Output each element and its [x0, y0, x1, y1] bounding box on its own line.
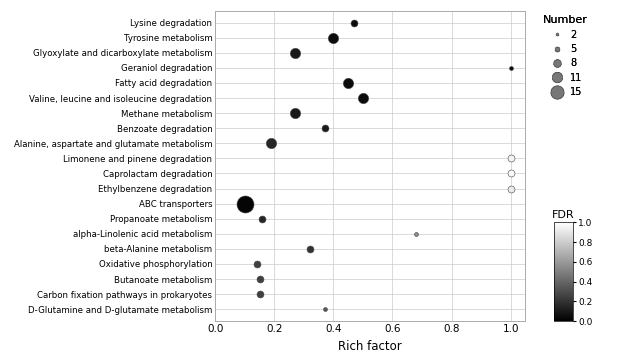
Point: [266, 140, 277, 146]
Point: [304, 246, 315, 252]
Point: [251, 261, 261, 267]
Point: [254, 291, 265, 297]
Point: [290, 110, 300, 116]
Point: [343, 80, 353, 86]
Point: [320, 306, 330, 312]
Point: [290, 50, 300, 56]
Point: [349, 20, 359, 25]
Point: [506, 186, 516, 191]
Legend: 2, 5, 8, 11, 15: 2, 5, 8, 11, 15: [539, 12, 590, 100]
Point: [506, 156, 516, 161]
Point: [320, 125, 330, 131]
Point: [506, 170, 516, 176]
Point: [258, 216, 268, 222]
X-axis label: Rich factor: Rich factor: [339, 340, 402, 353]
Point: [506, 65, 516, 71]
Point: [254, 276, 265, 282]
Point: [329, 35, 339, 41]
Point: [411, 231, 421, 237]
Point: [358, 95, 368, 101]
Title: FDR: FDR: [552, 210, 575, 220]
Point: [240, 201, 250, 207]
